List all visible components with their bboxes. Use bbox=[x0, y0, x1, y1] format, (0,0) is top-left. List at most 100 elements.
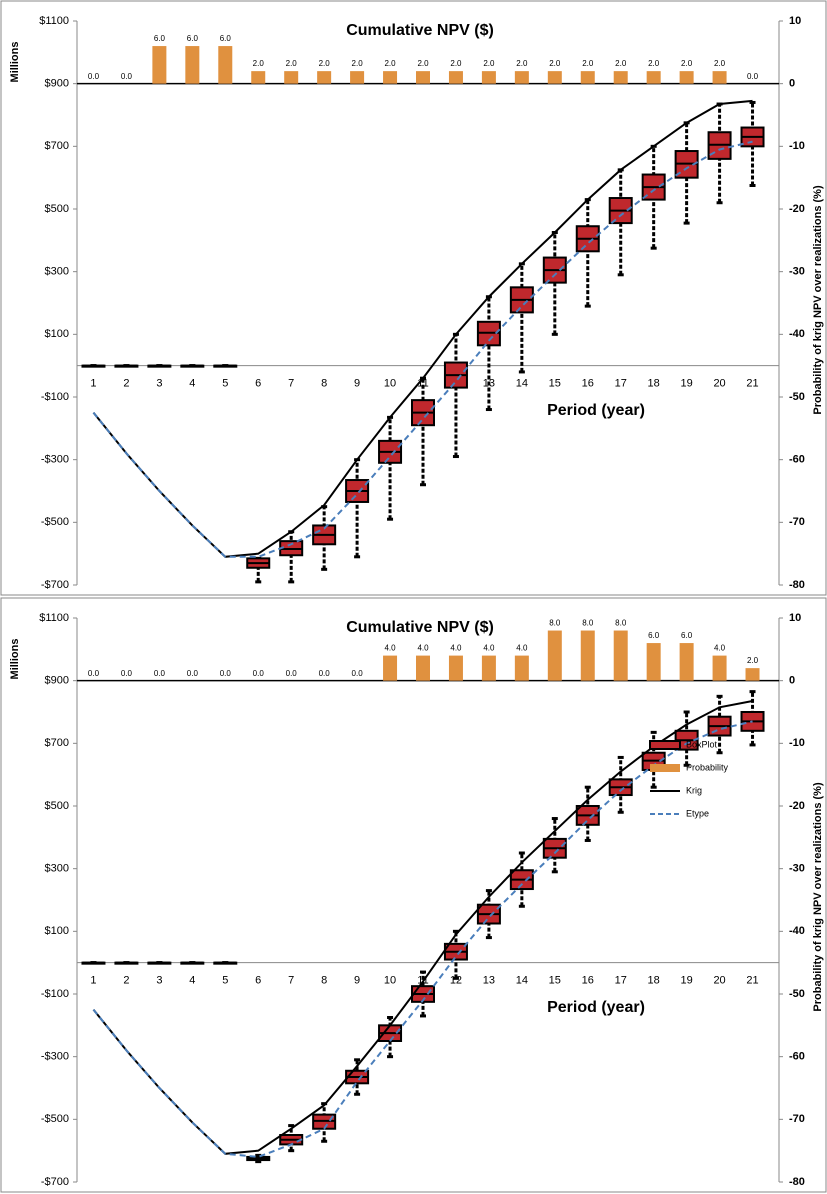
x-tick-label: 12 bbox=[450, 975, 462, 987]
value-label: 8.0 bbox=[582, 619, 594, 628]
bar bbox=[383, 655, 398, 681]
x-tick-label: 3 bbox=[156, 975, 162, 987]
value-label: 2.0 bbox=[582, 59, 594, 68]
value-label: 2.0 bbox=[483, 59, 495, 68]
x-tick-label: 17 bbox=[615, 378, 627, 390]
bar bbox=[679, 643, 694, 681]
value-label: 4.0 bbox=[450, 644, 462, 653]
y2-tick-label: -70 bbox=[789, 516, 805, 528]
bar bbox=[481, 655, 496, 681]
y-tick-label: $500 bbox=[45, 800, 69, 812]
x-tick-label: 15 bbox=[549, 975, 561, 987]
y2-tick-label: 10 bbox=[789, 612, 801, 624]
line bbox=[92, 720, 753, 1158]
value-label: 0.0 bbox=[747, 72, 759, 81]
y2-tick-label: 0 bbox=[789, 675, 795, 687]
bar bbox=[613, 71, 628, 84]
value-label: 2.0 bbox=[384, 59, 396, 68]
x-tick-label: 7 bbox=[288, 975, 294, 987]
x-tick-label: 5 bbox=[222, 378, 228, 390]
value-label: 2.0 bbox=[681, 59, 693, 68]
y2-tick-label: -80 bbox=[789, 1176, 805, 1188]
y-tick-label: -$100 bbox=[41, 391, 69, 403]
x-tick-label: 18 bbox=[648, 378, 660, 390]
bar bbox=[646, 643, 661, 681]
value-label: 2.0 bbox=[714, 59, 726, 68]
value-label: 4.0 bbox=[483, 644, 495, 653]
bar bbox=[251, 71, 266, 84]
bar bbox=[284, 71, 299, 84]
bar bbox=[712, 71, 727, 84]
y2-tick-label: -60 bbox=[789, 1051, 805, 1063]
bar bbox=[514, 655, 529, 681]
legend-label: Probability bbox=[686, 762, 729, 772]
x-tick-label: 14 bbox=[516, 378, 528, 390]
y2-tick-label: -50 bbox=[789, 988, 805, 1000]
x-tick-label: 4 bbox=[189, 975, 195, 987]
value-label: 6.0 bbox=[648, 631, 660, 640]
y-tick-label: -$500 bbox=[41, 1113, 69, 1125]
legend-label: Krig bbox=[686, 785, 702, 795]
y2-tick-label: -10 bbox=[789, 140, 805, 152]
chart-title: Cumulative NPV ($) bbox=[346, 619, 494, 636]
y2-tick-label: 10 bbox=[789, 15, 801, 27]
y-tick-label: $500 bbox=[45, 203, 69, 215]
x-tick-label: 16 bbox=[582, 975, 594, 987]
value-label: 8.0 bbox=[615, 619, 627, 628]
value-label: 2.0 bbox=[319, 59, 331, 68]
value-label: 2.0 bbox=[417, 59, 429, 68]
value-label: 0.0 bbox=[121, 72, 133, 81]
bar bbox=[383, 71, 398, 84]
legend-swatch bbox=[649, 740, 681, 750]
value-label: 2.0 bbox=[648, 59, 660, 68]
y2-tick-label: 0 bbox=[789, 78, 795, 90]
y2-tick-label: -30 bbox=[789, 863, 805, 875]
legend-swatch bbox=[650, 764, 680, 772]
bar bbox=[580, 71, 595, 84]
x-tick-label: 15 bbox=[549, 378, 561, 390]
value-label: 0.0 bbox=[352, 669, 364, 678]
y-tick-label: -$300 bbox=[41, 454, 69, 466]
legend-label: BoxPlot bbox=[686, 739, 718, 749]
x-tick-label: 3 bbox=[156, 378, 162, 390]
y-axis-label: Millions bbox=[9, 639, 21, 680]
x-tick-label: 14 bbox=[516, 975, 528, 987]
bar bbox=[580, 630, 595, 681]
y-tick-label: -$700 bbox=[41, 579, 69, 591]
value-label: 0.0 bbox=[121, 669, 133, 678]
x-tick-label: 6 bbox=[255, 975, 261, 987]
y2-tick-label: -60 bbox=[789, 454, 805, 466]
value-label: 2.0 bbox=[286, 59, 298, 68]
value-label: 2.0 bbox=[450, 59, 462, 68]
x-axis-label: Period (year) bbox=[547, 999, 645, 1016]
value-label: 6.0 bbox=[154, 34, 166, 43]
x-tick-label: 4 bbox=[189, 378, 195, 390]
y-tick-label: -$500 bbox=[41, 516, 69, 528]
y-tick-label: $700 bbox=[45, 737, 69, 749]
y-tick-label: $300 bbox=[45, 863, 69, 875]
y2-tick-label: -40 bbox=[789, 328, 805, 340]
value-label: 8.0 bbox=[549, 619, 561, 628]
value-label: 6.0 bbox=[220, 34, 232, 43]
y-tick-label: $300 bbox=[45, 266, 69, 278]
bar bbox=[152, 46, 167, 84]
panel-border bbox=[0, 0, 827, 596]
bar bbox=[448, 71, 463, 84]
value-label: 2.0 bbox=[253, 59, 265, 68]
x-tick-label: 19 bbox=[680, 378, 692, 390]
x-tick-label: 10 bbox=[384, 378, 396, 390]
value-label: 6.0 bbox=[187, 34, 199, 43]
value-label: 2.0 bbox=[549, 59, 561, 68]
y-tick-label: $1100 bbox=[39, 15, 69, 27]
y2-tick-label: -20 bbox=[789, 203, 805, 215]
x-tick-label: 6 bbox=[255, 378, 261, 390]
x-tick-label: 2 bbox=[123, 378, 129, 390]
value-label: 4.0 bbox=[417, 644, 429, 653]
x-tick-label: 18 bbox=[648, 975, 660, 987]
y2-axis-label: Probability of krig NPV over realization… bbox=[812, 185, 824, 415]
x-tick-label: 17 bbox=[615, 975, 627, 987]
bar bbox=[679, 71, 694, 84]
y2-tick-label: -20 bbox=[789, 800, 805, 812]
